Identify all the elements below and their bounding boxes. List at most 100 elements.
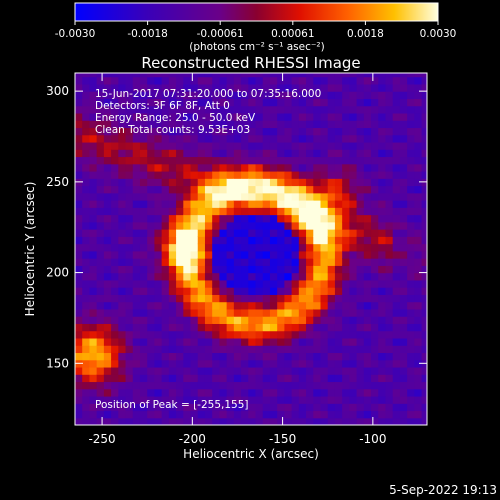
heatmap-cell: [190, 366, 199, 375]
heatmap-cell: [204, 417, 213, 425]
heatmap-cell: [277, 73, 285, 78]
heatmap-cell: [255, 214, 264, 223]
heatmap-cell: [248, 98, 257, 107]
heatmap-cell: [356, 388, 365, 397]
heatmap-cell: [378, 134, 387, 143]
heatmap-cell: [385, 120, 394, 129]
heatmap-cell: [327, 83, 336, 92]
heatmap-cell: [219, 98, 228, 107]
heatmap-cell: [176, 308, 184, 317]
heatmap-cell: [219, 381, 228, 390]
heatmap-cell: [190, 141, 199, 150]
heatmap-cell: [320, 250, 329, 259]
heatmap-cell: [176, 417, 184, 425]
heatmap-cell: [277, 417, 285, 425]
heatmap-cell: [132, 185, 141, 194]
heatmap-cell: [313, 127, 322, 136]
heatmap-cell: [82, 265, 91, 274]
heatmap-cell: [241, 337, 249, 346]
heatmap-cell: [161, 243, 170, 252]
heatmap-cell: [313, 221, 322, 230]
heatmap-cell: [248, 258, 257, 266]
heatmap-cell: [284, 272, 293, 281]
heatmap-cell: [421, 381, 427, 390]
heatmap-cell: [125, 120, 134, 129]
heatmap-cell: [349, 337, 358, 346]
heatmap-cell: [399, 120, 408, 129]
heatmap-cell: [82, 410, 91, 419]
heatmap-cell: [183, 149, 192, 158]
heatmap-cell: [407, 287, 415, 295]
heatmap-cell: [277, 374, 285, 383]
heatmap-cell: [75, 272, 83, 281]
heatmap-cell: [197, 323, 206, 332]
heatmap-cell: [212, 388, 221, 397]
heatmap-cell: [291, 170, 300, 179]
heatmap-cell: [277, 163, 285, 172]
heatmap-cell: [111, 272, 119, 281]
heatmap-cell: [356, 178, 365, 187]
heatmap-cell: [407, 337, 415, 346]
heatmap-cell: [226, 76, 235, 85]
heatmap-cell: [118, 316, 127, 324]
heatmap-cell: [204, 381, 213, 390]
heatmap-cell: [111, 236, 119, 245]
heatmap-cell: [226, 120, 235, 129]
heatmap-cell: [125, 149, 134, 158]
heatmap-cell: [103, 163, 112, 172]
heatmap-cell: [204, 112, 213, 121]
heatmap-cell: [269, 250, 278, 259]
heatmap-cell: [226, 403, 235, 412]
heatmap-cell: [154, 294, 163, 303]
heatmap-cell: [96, 127, 105, 136]
heatmap-cell: [385, 359, 394, 368]
heatmap-cell: [226, 388, 235, 397]
heatmap-cell: [118, 330, 127, 339]
heatmap-cell: [219, 323, 228, 332]
heatmap-cell: [378, 410, 387, 419]
heatmap-cell: [132, 301, 141, 310]
heatmap-cell: [226, 366, 235, 375]
heatmap-cell: [262, 388, 271, 397]
heatmap-cell: [176, 323, 184, 332]
heatmap-cell: [349, 330, 358, 339]
x-tick-label: -100: [359, 432, 386, 446]
heatmap-cell: [111, 229, 119, 237]
heatmap-cell: [147, 76, 156, 85]
heatmap-cell: [197, 294, 206, 303]
heatmap-cell: [306, 294, 314, 303]
heatmap-cell: [226, 381, 235, 390]
heatmap-cell: [327, 250, 336, 259]
heatmap-cell: [392, 178, 401, 187]
heatmap-cell: [269, 243, 278, 252]
heatmap-cell: [291, 417, 300, 425]
heatmap-cell: [226, 395, 235, 404]
heatmap-cell: [248, 323, 257, 332]
heatmap-cell: [342, 330, 350, 339]
heatmap-cell: [248, 149, 257, 158]
heatmap-cell: [392, 73, 401, 78]
heatmap-cell: [197, 112, 206, 121]
heatmap-cell: [154, 163, 163, 172]
heatmap-cell: [291, 134, 300, 143]
heatmap-cell: [139, 395, 148, 404]
heatmap-cell: [421, 156, 427, 165]
heatmap-cell: [233, 323, 242, 332]
heatmap-cell: [168, 105, 177, 114]
heatmap-cell: [82, 207, 91, 216]
heatmap-cell: [241, 359, 249, 368]
heatmap-cell: [298, 279, 307, 288]
heatmap-cell: [82, 221, 91, 230]
heatmap-cell: [139, 366, 148, 375]
heatmap-cell: [363, 250, 372, 259]
heatmap-cell: [219, 366, 228, 375]
heatmap-cell: [132, 178, 141, 187]
heatmap-cell: [103, 105, 112, 114]
heatmap-cell: [349, 279, 358, 288]
heatmap-cell: [255, 417, 264, 425]
heatmap-cell: [212, 381, 221, 390]
heatmap-cell: [334, 73, 343, 78]
heatmap-cell: [103, 200, 112, 208]
heatmap-cell: [82, 388, 91, 397]
heatmap-cell: [212, 279, 221, 288]
